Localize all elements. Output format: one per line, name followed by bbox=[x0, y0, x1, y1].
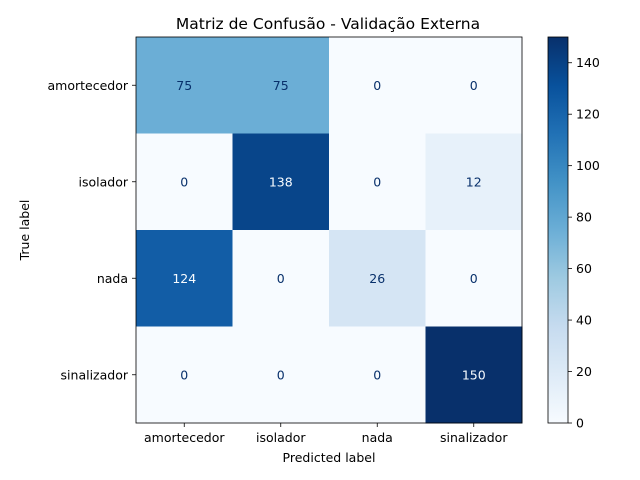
chart-title: Matriz de Confusão - Validação Externa bbox=[176, 15, 480, 33]
cell-value-label: 26 bbox=[369, 271, 385, 286]
x-axis-label: Predicted label bbox=[283, 450, 376, 465]
cell-value-label: 0 bbox=[180, 174, 188, 189]
heatmap-cell bbox=[136, 230, 233, 327]
cell-value-label: 12 bbox=[466, 174, 482, 189]
y-axis-label: True label bbox=[17, 200, 32, 262]
cell-value-label: 0 bbox=[373, 367, 381, 382]
cell-value-label: 0 bbox=[277, 367, 285, 382]
cell-value-label: 0 bbox=[470, 78, 478, 93]
heatmap-cell bbox=[329, 230, 426, 327]
cell-value-label: 0 bbox=[180, 367, 188, 382]
cell-value-label: 0 bbox=[470, 271, 478, 286]
colorbar-tick-label: 0 bbox=[576, 416, 584, 431]
cell-value-labels: 75 75 0 0 0 138 0 12 124 0 26 0 0 0 0 150 bbox=[172, 78, 485, 383]
heatmap-cell bbox=[425, 133, 523, 231]
x-tick-label: sinalizador bbox=[440, 430, 508, 445]
y-tick-label: sinalizador bbox=[61, 367, 129, 382]
cell-value-label: 150 bbox=[462, 367, 486, 382]
heatmap-cell bbox=[425, 37, 523, 134]
cell-value-label: 0 bbox=[373, 174, 381, 189]
y-axis-ticks: amortecedor isolador nada sinalizador bbox=[48, 78, 136, 382]
colorbar-tick-label: 40 bbox=[576, 313, 592, 328]
plot-frame bbox=[135, 36, 523, 424]
colorbar-tick-label: 80 bbox=[576, 210, 592, 225]
heatmap-cell bbox=[329, 37, 426, 134]
x-axis-ticks: amortecedor isolador nada sinalizador bbox=[144, 423, 508, 445]
heatmap-cell bbox=[425, 326, 523, 424]
heatmap-cell bbox=[232, 133, 330, 231]
colorbar-ticks: 0 20 40 60 80 100 120 140 bbox=[568, 55, 600, 431]
x-tick-label: amortecedor bbox=[144, 430, 225, 445]
cell-value-label: 75 bbox=[176, 78, 192, 93]
cell-value-label: 75 bbox=[273, 78, 289, 93]
cell-value-label: 138 bbox=[269, 174, 293, 189]
colorbar-tick-label: 20 bbox=[576, 364, 592, 379]
x-tick-label: nada bbox=[362, 430, 393, 445]
colorbar-tick-label: 60 bbox=[576, 261, 592, 276]
y-tick-label: nada bbox=[97, 271, 128, 286]
y-tick-label: amortecedor bbox=[48, 78, 129, 93]
heatmap-cell bbox=[136, 37, 233, 134]
heatmap-cells bbox=[136, 37, 523, 424]
cell-value-label: 0 bbox=[373, 78, 381, 93]
heatmap-cell bbox=[136, 326, 233, 424]
colorbar-tick-label: 100 bbox=[576, 158, 600, 173]
cell-value-label: 0 bbox=[277, 271, 285, 286]
heatmap-cell bbox=[425, 230, 523, 327]
colorbar-tick-label: 120 bbox=[576, 107, 600, 122]
heatmap-cell bbox=[232, 326, 330, 424]
heatmap-cell bbox=[232, 37, 330, 134]
heatmap-cell bbox=[232, 230, 330, 327]
x-tick-label: isolador bbox=[256, 430, 306, 445]
cell-value-label: 124 bbox=[172, 271, 196, 286]
heatmap-cell bbox=[136, 133, 233, 231]
colorbar-tick-label: 140 bbox=[576, 55, 600, 70]
colorbar bbox=[547, 36, 569, 424]
heatmap-cell bbox=[329, 326, 426, 424]
y-tick-label: isolador bbox=[79, 174, 129, 189]
heatmap-cell bbox=[329, 133, 426, 231]
